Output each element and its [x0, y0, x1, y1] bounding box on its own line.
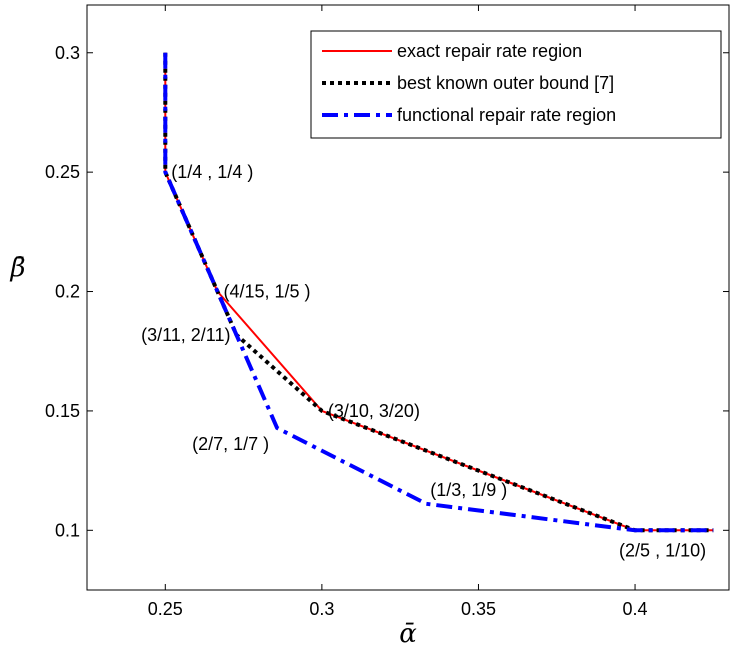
series-layer	[163, 52, 714, 533]
legend-entries: exact repair rate region best known outer…	[322, 41, 616, 125]
x-axis-ticks: 0.25 0.3 0.35 0.4	[148, 5, 648, 619]
y-tick-label: 0.2	[55, 282, 80, 302]
point-label: (2/5 , 1/10)	[619, 540, 706, 560]
point-label: (3/11, 2/11)	[141, 325, 230, 345]
x-tick-label: 0.25	[148, 599, 183, 619]
point-label: (2/7, 1/7 )	[192, 434, 269, 454]
legend-label-2: best known outer bound [7]	[397, 73, 614, 93]
legend-label-3: functional repair rate region	[397, 105, 616, 125]
x-tick-label: 0.4	[623, 599, 648, 619]
point-label: (4/15, 1/5 )	[223, 282, 310, 302]
point-label: (1/4 , 1/4 )	[171, 162, 253, 182]
legend: exact repair rate region best known outer…	[310, 30, 722, 139]
x-axis-label: ᾱ	[399, 619, 417, 648]
point-label: (1/3, 1/9 )	[430, 480, 507, 500]
y-tick-label: 0.25	[45, 162, 80, 182]
annotation-layer: (1/4 , 1/4 ) (4/15, 1/5 ) (3/11, 2/11) (3/1…	[141, 162, 706, 560]
y-tick-label: 0.3	[55, 43, 80, 63]
x-tick-label: 0.3	[309, 599, 334, 619]
point-label: (3/10, 3/20)	[328, 401, 420, 421]
y-axis-label: β̄	[9, 253, 25, 283]
y-tick-label: 0.1	[55, 520, 80, 540]
series-line-3	[163, 52, 714, 533]
y-tick-label: 0.15	[45, 401, 80, 421]
legend-label-1: exact repair rate region	[397, 41, 582, 61]
x-tick-label: 0.35	[461, 599, 496, 619]
y-axis-ticks: 0.1 0.15 0.2 0.25 0.3	[45, 43, 729, 540]
